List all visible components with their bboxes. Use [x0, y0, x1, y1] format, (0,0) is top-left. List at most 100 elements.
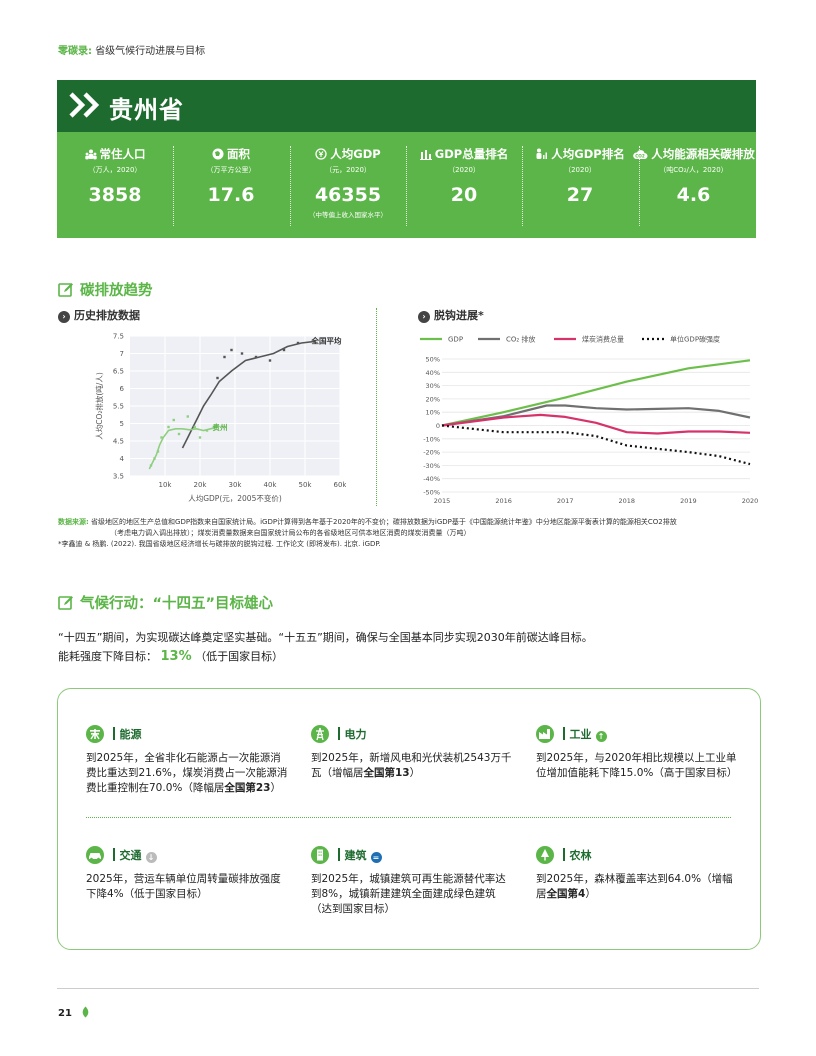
y-axis-label: 人均CO₂排放(吨/人) [94, 372, 104, 440]
stat-gdp-per-capita: 人均GDP （元，2020） 46355 （中等偏上收入国家水平） [290, 132, 406, 238]
scatter-point [160, 436, 163, 439]
target-text: 到2025年，新增风电和光伏装机2543万千瓦（增幅居 [311, 752, 512, 779]
x-tick-label: 20k [194, 481, 208, 489]
section-title-text: 气候行动：“十四五”目标雄心 [80, 596, 274, 612]
stat-unit: （万平方公里） [206, 166, 256, 174]
arrow-right-icon: › [58, 311, 70, 323]
target-value: 13% [160, 649, 192, 664]
stat-label: GDP总量排名 [434, 147, 509, 161]
y-tick-label: 4.5 [113, 438, 124, 446]
target-text: 到2025年，全省非化石能源占一次能源消费比重达到21.6%，煤炭消费占一次能源… [86, 752, 288, 794]
factory-icon [536, 725, 554, 743]
x-tick-label: 2020 [742, 497, 759, 505]
scatter-point [172, 418, 175, 422]
decoupling-subtitle: › 脱钩进展* [418, 307, 484, 323]
stat-note: （中等偏上收入国家水平） [309, 211, 387, 219]
y-tick-label: 4 [120, 455, 125, 463]
sector-name: 能源 [119, 728, 142, 741]
scatter-point [216, 376, 219, 380]
section-climate-action-title: 气候行动：“十四五”目标雄心 [58, 592, 273, 613]
stat-label: 人均GDP排名 [551, 147, 625, 161]
stat-value: 20 [450, 184, 478, 206]
history-subtitle-text: 历史排放数据 [74, 309, 140, 322]
target-note: （低于国家目标） [195, 650, 284, 663]
y-tick-label: 30% [426, 382, 440, 390]
series-line-gdp [441, 359, 751, 427]
sector-targets-panel [57, 688, 761, 950]
co2-cloud-icon: CO2 [633, 150, 648, 159]
history-subtitle: › 历史排放数据 [58, 307, 140, 323]
x-tick-label: 30k [229, 481, 243, 489]
edit-icon [58, 283, 73, 297]
stat-unit: （吨CO₂/人，2020） [659, 166, 728, 174]
y-tick-label: 5 [120, 420, 124, 428]
scatter-point [240, 352, 244, 355]
legend-label: 煤炭消费总量 [582, 335, 624, 344]
y-tick-label: 20% [426, 395, 440, 403]
x-tick-label: 10k [159, 481, 173, 489]
stat-unit: （2020） [564, 166, 596, 174]
stat-unit: （2020） [448, 166, 480, 174]
arrow-down-icon: ↓ [145, 852, 157, 863]
y-tick-label: -30% [423, 462, 440, 470]
target-transport: 交通 ↓ 2025年，营运车辆单位周转量碳排放强度下降4%（低于国家目标） [86, 846, 291, 902]
people-icon [84, 149, 97, 160]
scatter-point [230, 348, 233, 352]
sector-name: 建筑 [344, 849, 367, 862]
scatter-point [167, 425, 170, 429]
stat-label: 人均能源相关碳排放 [651, 147, 755, 161]
series-line-carbon-intensity [441, 424, 751, 466]
stat-label: 面积 [227, 147, 250, 161]
arrow-up-icon: ↑ [595, 731, 607, 742]
edit-icon [58, 596, 73, 610]
equal-icon: = [370, 852, 382, 863]
x-tick-label: 50k [299, 481, 313, 489]
y-tick-label: 50% [426, 356, 440, 364]
section-emission-trend-title: 碳排放趋势 [58, 279, 153, 300]
stat-value: 17.6 [207, 184, 255, 206]
scatter-point [177, 432, 181, 436]
decoupling-chart: GDP CO₂ 排放 煤炭消费总量 单位GDP碳强度 50% 40% 30% 20% 10% 0 -… [420, 335, 759, 505]
page-number: 21 [58, 1006, 90, 1019]
scatter-point [282, 348, 286, 352]
kicker-title: 省级气候行动进展与目标 [95, 46, 206, 57]
data-sources: 数据来源: 省级地区的地区生产总值和GDP指数来自国家统计局。iGDP计算得到各… [58, 517, 763, 550]
scatter-point [198, 436, 202, 439]
y-tick-label: 7 [120, 350, 124, 358]
target-rank: 全国第13 [363, 767, 410, 779]
sources-line2: （考虑电力调入调出排放）；煤炭消费量数据来自国家统计局公布的各省级地区可供本地区… [110, 529, 471, 537]
building-icon [311, 846, 329, 864]
y-tick-label: 0 [436, 422, 440, 430]
y-tick-label: -50% [423, 489, 440, 497]
power-tower-icon [311, 725, 329, 743]
sector-name: 工业 [569, 728, 592, 741]
y-tick-label: -10% [423, 435, 440, 443]
target-text: 2025年，营运车辆单位周转量碳排放强度下降4%（低于国家目标） [86, 873, 281, 900]
scatter-point [205, 429, 209, 432]
svg-text:CO2: CO2 [635, 153, 645, 158]
scatter-point [193, 425, 196, 429]
target-rank: 全国第23 [224, 782, 271, 794]
scatter-point [223, 355, 226, 359]
scatter-point [254, 355, 258, 359]
target-text-end: ） [270, 782, 281, 794]
scatter-point [296, 341, 300, 345]
stat-value: 3858 [88, 184, 142, 206]
kicker-label: 零碳录: [58, 46, 92, 57]
y-tick-label: 7.5 [113, 333, 124, 341]
target-industry: 工业 ↑ 到2025年，与2020年相比规模以上工业单位增加值能耗下降15.0%（… [536, 725, 741, 781]
person-rank-icon [536, 148, 548, 159]
x-tick-label: 2016 [495, 497, 512, 505]
x-tick-label: 2015 [434, 497, 451, 505]
target-label: 能耗强度下降目标： [58, 650, 157, 663]
scatter-point [186, 415, 189, 418]
target-text: 到2025年，城镇建筑可再生能源替代率达到8%，城镇新建建筑全面建成绿色建筑（达… [311, 873, 506, 915]
yuan-icon [315, 148, 327, 160]
climate-intro: “十四五”期间，为实现碳达峰奠定坚实基础。“十五五”期间，确保与全国基本同步实现… [58, 631, 593, 644]
stat-population: 常住人口 （万人，2020） 3858 [57, 132, 173, 238]
stat-value: 46355 [314, 184, 382, 206]
target-text: 到2025年，与2020年相比规模以上工业单位增加值能耗下降15.0%（高于国家… [536, 752, 738, 779]
x-tick-label: 2017 [557, 497, 574, 505]
stat-gdp-per-capita-rank: 人均GDP排名 （2020） 27 [522, 132, 638, 238]
series-label-guizhou: 贵州 [213, 422, 228, 432]
